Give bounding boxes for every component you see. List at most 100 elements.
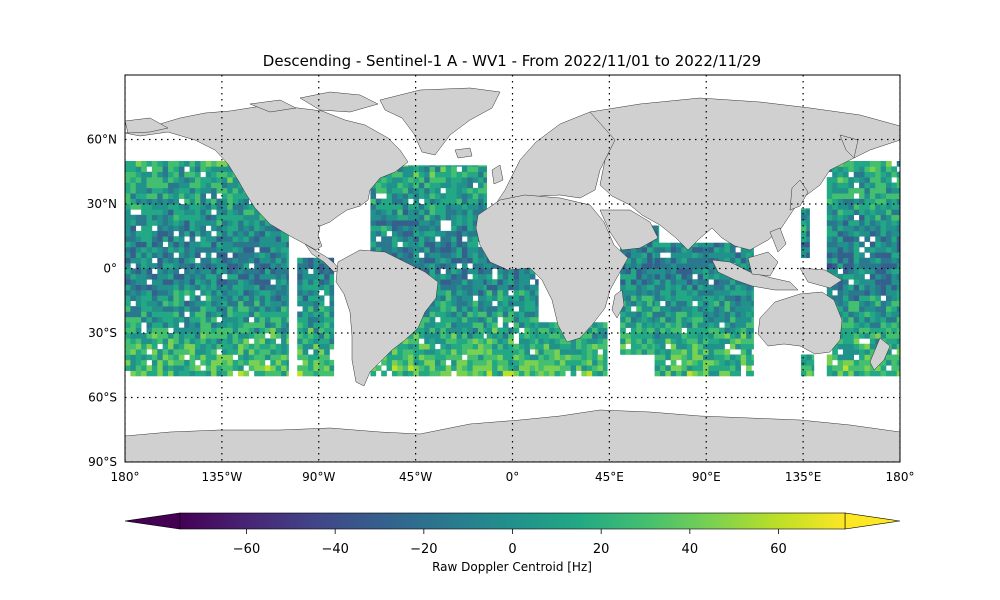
data-cell (686, 354, 693, 361)
data-cell (625, 257, 632, 264)
data-cell (313, 333, 320, 339)
data-cell (549, 349, 555, 355)
data-cell (806, 214, 810, 221)
data-cell (162, 279, 169, 285)
data-cell (880, 268, 887, 275)
data-cell (513, 370, 520, 377)
data-cell (864, 187, 871, 194)
data-cell (259, 241, 266, 248)
data-cell (713, 370, 720, 377)
data-cell (670, 300, 677, 307)
data-cell (869, 230, 876, 237)
data-cell (848, 300, 855, 307)
data-cell (467, 198, 473, 205)
data-cell (875, 230, 881, 237)
data-cell (535, 295, 539, 302)
data-cell (848, 166, 855, 173)
data-cell (641, 273, 648, 280)
data-cell (370, 193, 377, 199)
data-cell (625, 322, 632, 328)
data-cell (576, 359, 582, 366)
data-cell (665, 316, 672, 323)
data-cell (221, 338, 228, 345)
data-cell (435, 349, 441, 355)
data-cell (886, 161, 892, 167)
data-cell (173, 263, 180, 269)
data-cell (391, 198, 398, 205)
data-cell (896, 290, 900, 296)
data-cell (746, 311, 752, 318)
data-cell (205, 370, 212, 377)
data-cell (445, 295, 452, 302)
data-cell (168, 359, 174, 366)
data-cell (602, 343, 608, 350)
data-cell (837, 279, 844, 285)
data-cell (445, 268, 452, 275)
data-cell (238, 343, 244, 350)
data-cell (497, 284, 504, 291)
data-cell (659, 290, 666, 296)
data-cell (703, 242, 709, 248)
data-cell (853, 161, 860, 167)
data-cell (189, 193, 196, 199)
data-cell (891, 209, 898, 216)
data-cell (492, 295, 498, 302)
data-cell (886, 300, 892, 307)
data-cell (440, 354, 447, 361)
data-cell (549, 354, 555, 361)
data-cell (440, 343, 447, 350)
data-cell (586, 333, 593, 339)
data-cell (146, 225, 153, 232)
data-cell (297, 349, 303, 355)
data-cell (157, 322, 163, 328)
data-cell (529, 273, 536, 280)
data-cell (869, 306, 876, 312)
data-cell (381, 204, 387, 210)
map-frame (124, 74, 901, 463)
data-cell (173, 333, 180, 339)
data-cell (189, 166, 196, 173)
data-cell (211, 257, 217, 264)
data-cell (254, 236, 260, 242)
graticule (125, 75, 900, 462)
data-cell (386, 220, 393, 226)
data-cell (141, 370, 147, 377)
data-cell (842, 204, 849, 210)
data-cell (826, 359, 833, 366)
data-cell (275, 252, 282, 259)
data-cell (686, 306, 693, 312)
data-cell (216, 230, 223, 237)
data-cell (697, 252, 704, 259)
data-cell (184, 230, 190, 237)
data-cell (724, 252, 731, 259)
data-cell (440, 300, 447, 307)
data-cell (264, 338, 271, 345)
data-cell (200, 290, 207, 296)
data-cell (205, 257, 212, 264)
data-cell (461, 204, 468, 210)
data-cell (440, 327, 447, 334)
data-cell (135, 343, 142, 350)
data-cell (264, 257, 271, 264)
data-cell (740, 311, 747, 318)
data-cell (435, 333, 441, 339)
data-cell (445, 370, 452, 377)
data-cell (654, 300, 661, 307)
data-cell (472, 166, 479, 173)
data-cell (227, 182, 233, 189)
data-cell (729, 252, 736, 259)
data-cell (713, 242, 720, 248)
data-cell (194, 333, 201, 339)
data-cell (270, 343, 276, 350)
data-cell (254, 316, 260, 323)
data-cell (397, 365, 404, 371)
data-cell (146, 273, 153, 280)
data-cell (238, 349, 244, 355)
data-cell (848, 349, 855, 355)
data-cell (538, 338, 545, 345)
data-cell (381, 177, 387, 183)
data-cell (141, 193, 147, 199)
data-cell (318, 343, 325, 350)
data-cell (418, 257, 425, 264)
data-cell (478, 316, 484, 323)
